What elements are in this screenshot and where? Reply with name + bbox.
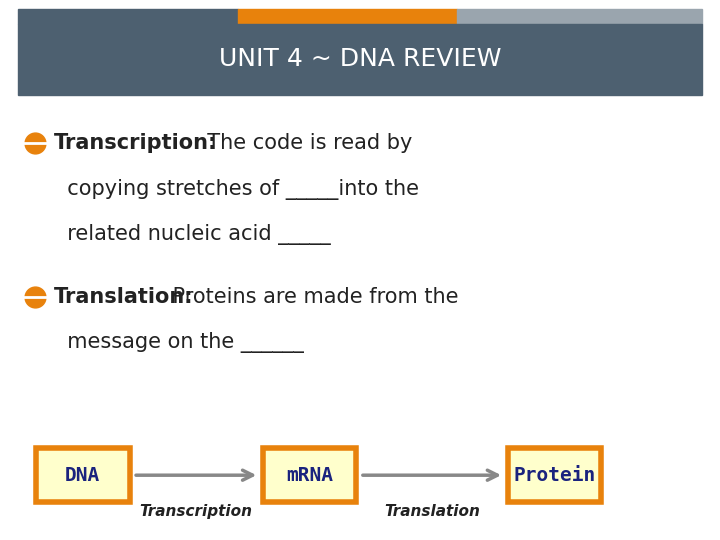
FancyBboxPatch shape bbox=[508, 448, 601, 502]
Bar bbox=[18, 9, 238, 24]
FancyBboxPatch shape bbox=[263, 448, 356, 502]
Text: Translation:: Translation: bbox=[54, 287, 194, 307]
Text: Proteins are made from the: Proteins are made from the bbox=[166, 287, 458, 307]
Text: The code is read by: The code is read by bbox=[194, 133, 413, 153]
Text: Protein: Protein bbox=[513, 465, 595, 485]
Text: mRNA: mRNA bbox=[286, 465, 333, 485]
Bar bbox=[238, 9, 457, 24]
FancyBboxPatch shape bbox=[36, 448, 130, 502]
Text: copying stretches of _____into the: copying stretches of _____into the bbox=[54, 179, 419, 199]
Bar bbox=[18, 24, 702, 94]
Text: DNA: DNA bbox=[66, 465, 100, 485]
Text: message on the ______: message on the ______ bbox=[54, 333, 304, 353]
Text: Translation: Translation bbox=[384, 504, 480, 519]
Text: Transcription:: Transcription: bbox=[54, 133, 217, 153]
Text: UNIT 4 ~ DNA REVIEW: UNIT 4 ~ DNA REVIEW bbox=[219, 48, 501, 71]
Bar bbox=[457, 9, 702, 24]
Text: related nucleic acid _____: related nucleic acid _____ bbox=[54, 225, 330, 245]
Text: Transcription: Transcription bbox=[140, 504, 253, 519]
